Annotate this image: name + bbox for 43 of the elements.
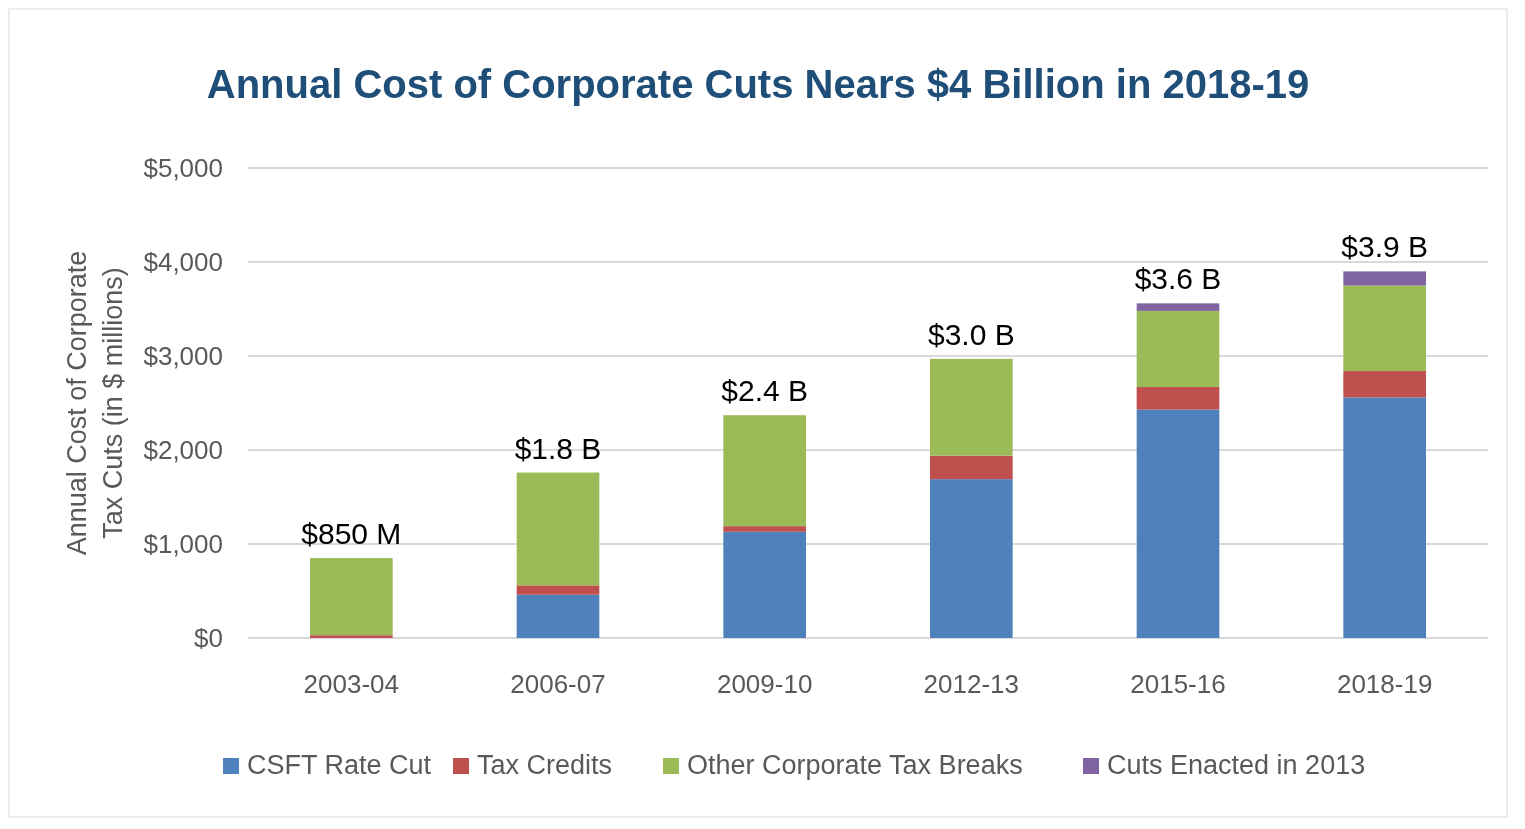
y-tick-label: $1,000 bbox=[143, 529, 223, 560]
bar bbox=[930, 358, 1013, 456]
bar bbox=[1343, 285, 1426, 372]
bar bbox=[1343, 271, 1426, 286]
bar bbox=[1136, 303, 1220, 311]
legend-label: CSFT Rate Cut bbox=[247, 750, 432, 780]
bar bbox=[310, 635, 393, 638]
bar bbox=[1343, 371, 1426, 398]
total-label: $850 M bbox=[301, 517, 402, 551]
legend-label: Other Corporate Tax Breaks bbox=[687, 750, 1023, 780]
x-tick-label: 2018-19 bbox=[1336, 669, 1433, 699]
bar bbox=[516, 585, 600, 595]
bar bbox=[516, 594, 600, 638]
x-tick-label: 2003-04 bbox=[303, 669, 400, 699]
y-axis-title: Annual Cost of Corporate Tax Cuts (in $ millions) bbox=[62, 250, 128, 556]
bar bbox=[1136, 409, 1220, 638]
total-label: $3.6 B bbox=[1134, 262, 1222, 296]
bar bbox=[516, 472, 600, 586]
bar bbox=[930, 455, 1013, 480]
bar bbox=[310, 558, 393, 636]
y-tick-label: $3,000 bbox=[143, 341, 223, 372]
bar bbox=[1343, 397, 1426, 638]
bar bbox=[723, 415, 806, 527]
y-tick-label: $2,000 bbox=[143, 435, 223, 466]
x-tick-label: 2015-16 bbox=[1130, 669, 1226, 699]
y-tick-label: $5,000 bbox=[143, 153, 223, 184]
total-label: $3.0 B bbox=[927, 317, 1015, 351]
bar bbox=[723, 531, 806, 638]
bar bbox=[930, 479, 1013, 638]
x-tick-label: 2012-13 bbox=[923, 669, 1020, 699]
x-tick-label: 2006-07 bbox=[510, 669, 606, 699]
bar bbox=[723, 526, 806, 532]
legend-label: Tax Credits bbox=[477, 750, 613, 780]
legend-label: Cuts Enacted in 2013 bbox=[1107, 750, 1366, 780]
total-label: $1.8 B bbox=[514, 431, 602, 465]
y-tick-label: $4,000 bbox=[143, 247, 223, 278]
y-tick-label: $0 bbox=[194, 623, 223, 654]
total-label: $3.9 B bbox=[1341, 230, 1429, 264]
total-label: $2.4 B bbox=[721, 374, 809, 408]
x-tick-label: 2009-10 bbox=[716, 669, 813, 699]
bar bbox=[1136, 310, 1220, 388]
chart-title: Annual Cost of Corporate Cuts Nears $4 Billion in 2018-19 bbox=[206, 62, 1310, 106]
bar bbox=[1136, 387, 1220, 410]
